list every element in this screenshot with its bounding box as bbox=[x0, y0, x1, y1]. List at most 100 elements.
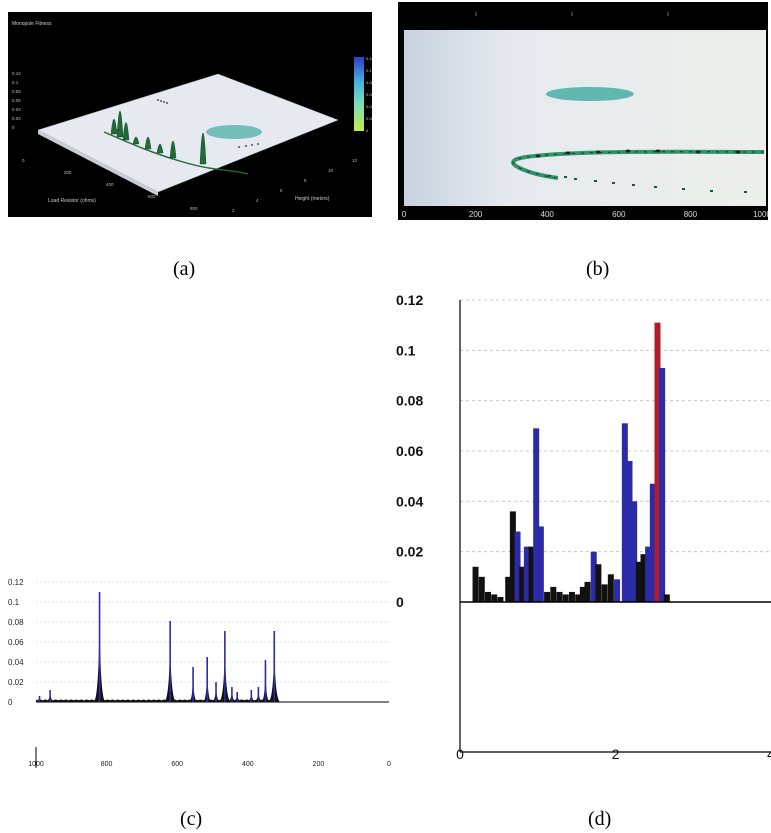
z-tick-label: 0.02 bbox=[12, 116, 21, 121]
bar bbox=[579, 586, 586, 602]
caption-b: (b) bbox=[586, 258, 610, 280]
y-tick-label: 0 bbox=[396, 594, 404, 610]
bar bbox=[528, 546, 535, 602]
bar bbox=[550, 586, 557, 602]
surface-peaks bbox=[110, 99, 259, 165]
y-tick-label: 0.08 bbox=[396, 393, 423, 409]
surface-marker bbox=[257, 143, 259, 145]
heatmap-area bbox=[404, 30, 766, 206]
x-tick-label: 200 bbox=[64, 170, 72, 175]
bar bbox=[478, 576, 485, 602]
colorbar-ticks: 0.12 0.1 0.08 0.06 0.04 0.02 0 bbox=[366, 56, 375, 133]
ridge-dot bbox=[655, 149, 661, 153]
y-tick-label: 0.1 bbox=[8, 598, 20, 607]
surface-marker bbox=[238, 146, 240, 148]
x-tick-label: 2 bbox=[612, 746, 620, 762]
bar bbox=[590, 551, 597, 602]
bar bbox=[601, 584, 608, 602]
bar bbox=[562, 594, 569, 602]
y-tick-label: 0 bbox=[8, 698, 13, 707]
colorbar-tick-label: 0 bbox=[366, 128, 369, 133]
colorbar bbox=[354, 57, 364, 131]
bar bbox=[640, 554, 647, 602]
caption-d: (d) bbox=[588, 808, 612, 830]
x-tick-label: 600 bbox=[612, 210, 626, 219]
z-tick-label: 0.08 bbox=[12, 89, 21, 94]
colorbar-tick-label: 0.04 bbox=[366, 104, 372, 109]
ridge-dot bbox=[735, 150, 741, 154]
panel-b: 0 200 400 600 800 1000 bbox=[398, 2, 771, 220]
x-tick-label: 800 bbox=[190, 206, 198, 211]
bar bbox=[568, 591, 575, 602]
panel-c: 0.12 0.1 0.08 0.06 0.04 0.02 0 1000 800 600 400 200… bbox=[4, 572, 396, 772]
z-tick-label: 0.1 bbox=[12, 80, 19, 85]
bar bbox=[514, 531, 521, 602]
ridge-dot bbox=[565, 151, 571, 155]
teal-region bbox=[206, 125, 262, 139]
panel-d: 0.12 0.1 0.08 0.06 0.04 0.02 0 0 2 4 bbox=[392, 286, 771, 776]
z-tick-label: 0 bbox=[12, 125, 15, 130]
bar bbox=[663, 594, 670, 602]
bar bbox=[523, 546, 530, 602]
x-tick-label: 1000 bbox=[28, 761, 44, 768]
z-tick-label: 0.04 bbox=[12, 107, 21, 112]
ridge-dot bbox=[682, 188, 685, 190]
z-tick-label: 0.12 bbox=[12, 71, 21, 76]
bar bbox=[537, 526, 544, 602]
bar bbox=[505, 576, 512, 602]
bar bbox=[509, 511, 516, 602]
x-tick-label: 1000 bbox=[753, 210, 768, 219]
ridge-dot bbox=[535, 154, 541, 158]
x-tick-label: 400 bbox=[541, 210, 555, 219]
bar bbox=[472, 566, 479, 602]
ridge-dot bbox=[710, 190, 713, 192]
bar bbox=[584, 581, 591, 602]
ridge-dot bbox=[594, 180, 597, 182]
ridge-dot bbox=[595, 150, 601, 154]
ridge-dot bbox=[744, 191, 747, 193]
ridge-dot bbox=[654, 186, 657, 188]
fitness-ridge-upper-core bbox=[512, 151, 765, 179]
colorbar-tick-label: 0.02 bbox=[366, 116, 372, 121]
bar bbox=[595, 564, 602, 602]
caption-a: (a) bbox=[173, 258, 196, 280]
ridge-dot bbox=[612, 182, 615, 184]
x-tick-label: 0 bbox=[402, 210, 407, 219]
surface-peak bbox=[144, 136, 152, 150]
x-axis-ticks: 0 200 400 600 800 bbox=[22, 158, 198, 211]
caption-c: (c) bbox=[180, 808, 203, 830]
x-tick-label: 0 bbox=[387, 761, 391, 768]
bar bbox=[635, 561, 642, 602]
top-ticks bbox=[475, 12, 669, 16]
bar bbox=[491, 594, 498, 602]
ridge-dot bbox=[574, 178, 577, 180]
teal-region bbox=[546, 87, 634, 101]
y-tick-label: 0.02 bbox=[396, 544, 423, 560]
heatmap-plot: 0 200 400 600 800 1000 bbox=[398, 2, 771, 220]
bar bbox=[645, 546, 652, 602]
x-tick-label: 400 bbox=[106, 182, 114, 187]
x-tick-label: 0 bbox=[22, 158, 25, 163]
ridge-dot bbox=[632, 184, 635, 186]
colorbar-tick-label: 0.06 bbox=[366, 92, 372, 97]
fitness-ridge bbox=[103, 131, 249, 175]
x-tick-label: 800 bbox=[101, 761, 113, 768]
y-axis-ticks: 12 10 8 6 4 2 bbox=[232, 158, 358, 213]
y-tick-label: 0.04 bbox=[396, 493, 423, 509]
y-tick-label: 0.06 bbox=[8, 638, 24, 647]
bar bbox=[659, 367, 666, 602]
x-tick-label: 200 bbox=[313, 761, 325, 768]
surface-plane bbox=[37, 73, 339, 193]
surface-marker bbox=[117, 129, 119, 131]
surface-peak bbox=[122, 122, 130, 141]
bar bbox=[544, 591, 551, 602]
colorbar-tick-label: 0.12 bbox=[366, 56, 372, 61]
surface-marker bbox=[166, 102, 168, 104]
bar-chart-c: 0.12 0.1 0.08 0.06 0.04 0.02 0 1000 800 600 400 200… bbox=[8, 578, 391, 768]
z-tick-label: 0.06 bbox=[12, 98, 21, 103]
y-tick-label: 0.12 bbox=[8, 578, 24, 587]
surface-peak bbox=[132, 136, 140, 145]
z-axis-ticks: 0.12 0.1 0.08 0.06 0.04 0.02 0 bbox=[12, 71, 21, 130]
bar bbox=[626, 461, 633, 602]
surface-marker bbox=[163, 101, 165, 103]
